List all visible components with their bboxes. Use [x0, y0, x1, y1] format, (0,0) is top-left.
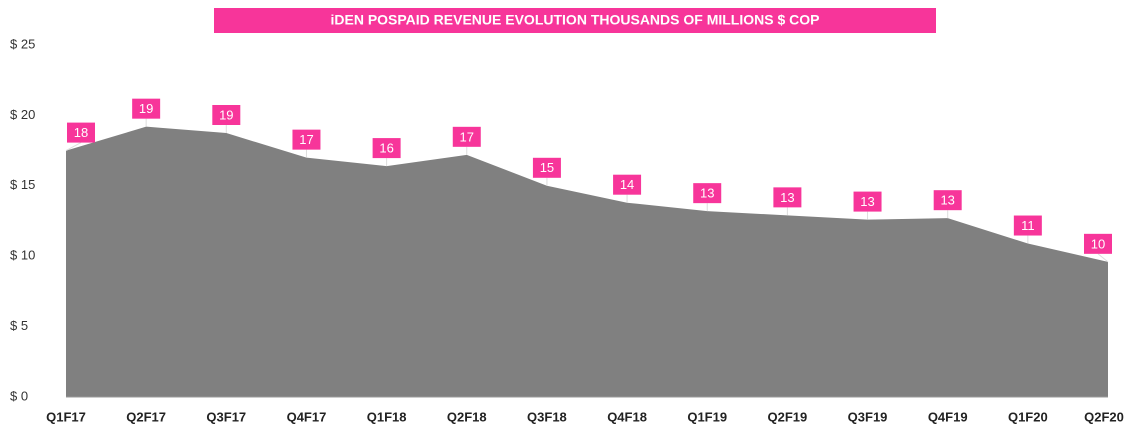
- x-tick-label: Q2F18: [447, 409, 487, 424]
- data-label-box: [67, 122, 95, 143]
- data-label: 19: [139, 101, 153, 116]
- data-label-box: [212, 105, 241, 125]
- data-label-box: [452, 126, 481, 147]
- data-label-box: [532, 157, 561, 178]
- y-tick-label: $ 0: [10, 388, 28, 403]
- data-label: 15: [540, 160, 554, 175]
- x-tick-label: Q1F19: [687, 409, 727, 424]
- x-tick-label: Q2F20: [1084, 409, 1124, 424]
- x-tick-label: Q3F18: [527, 409, 567, 424]
- title-box: [214, 8, 936, 33]
- y-tick-label: $ 20: [10, 107, 35, 122]
- data-label-box: [1084, 233, 1112, 254]
- data-label-box: [693, 183, 722, 204]
- data-label: 19: [219, 107, 233, 122]
- data-label: 17: [299, 132, 313, 147]
- data-label-box: [132, 98, 161, 119]
- data-label: 13: [700, 186, 714, 201]
- x-tick-label: Q1F20: [1008, 409, 1048, 424]
- area: [66, 126, 1108, 397]
- data-label-box: [372, 138, 401, 159]
- data-label: 10: [1091, 236, 1105, 251]
- data-label-box: [292, 129, 321, 150]
- chart-title: iDEN POSPAID REVENUE EVOLUTION THOUSANDS…: [330, 12, 819, 28]
- leader-line: [65, 142, 82, 152]
- data-label-box: [773, 187, 802, 208]
- data-label: 14: [620, 177, 634, 192]
- data-label: 17: [460, 129, 474, 144]
- y-tick-label: $ 15: [10, 177, 35, 192]
- data-label-box: [1013, 215, 1042, 236]
- x-tick-label: Q4F18: [607, 409, 647, 424]
- data-label-box: [613, 174, 642, 195]
- y-tick-label: $ 10: [10, 248, 35, 263]
- x-tick-label: Q2F19: [768, 409, 808, 424]
- data-label: 13: [860, 194, 874, 209]
- x-tick-label: Q4F17: [287, 409, 327, 424]
- data-label: 16: [379, 141, 393, 156]
- data-label: 13: [780, 190, 794, 205]
- x-tick-label: Q4F19: [928, 409, 968, 424]
- data-label: 13: [940, 193, 954, 208]
- y-tick-label: $ 5: [10, 318, 28, 333]
- data-label: 11: [1021, 218, 1035, 233]
- x-tick-label: Q3F17: [206, 409, 246, 424]
- data-label-box: [853, 191, 882, 212]
- x-tick-label: Q2F17: [126, 409, 166, 424]
- data-label-box: [933, 190, 962, 211]
- x-tick-label: Q3F19: [848, 409, 888, 424]
- data-label: 18: [74, 125, 88, 140]
- x-tick-label: Q1F17: [46, 409, 86, 424]
- y-tick-label: $ 25: [10, 36, 35, 51]
- leader-line: [1097, 253, 1109, 263]
- x-tick-label: Q1F18: [367, 409, 407, 424]
